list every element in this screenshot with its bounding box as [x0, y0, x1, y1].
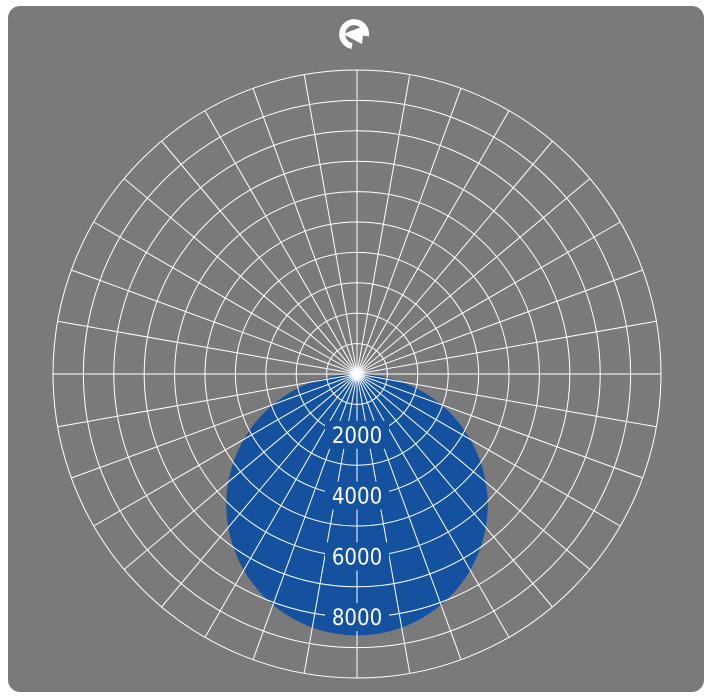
grid-spoke — [71, 269, 358, 375]
radial-tick-label: 8000 — [332, 606, 382, 631]
grid-spoke — [356, 221, 621, 375]
polar-chart-panel: 2000 4000 6000 8000 — [8, 6, 704, 692]
grid-spoke — [356, 373, 510, 638]
grid-spoke — [161, 140, 358, 375]
radial-tick-label-bg — [325, 420, 389, 449]
grid-spoke — [123, 178, 358, 375]
radial-tick-label-bg — [325, 603, 389, 632]
grid-spoke — [356, 320, 657, 375]
grid-spoke — [356, 178, 591, 375]
radial-tick-label: 4000 — [332, 485, 382, 510]
grid-spoke — [356, 74, 411, 375]
grid-spoke — [93, 221, 358, 375]
grid-spoke — [204, 373, 358, 638]
grid-spoke — [93, 373, 358, 527]
grid-spoke — [204, 110, 358, 375]
grid-spoke — [303, 74, 358, 375]
radial-tick-label: 2000 — [332, 424, 382, 449]
grid-spoke — [57, 373, 358, 428]
grid-spoke — [356, 373, 643, 479]
grid-spoke — [356, 373, 621, 527]
polar-chart: 2000 4000 6000 8000 — [8, 6, 704, 692]
rotate-arrow-arc — [339, 19, 370, 49]
grid-spoke — [161, 373, 358, 608]
grid-spoke — [57, 320, 358, 375]
rotate-arrow-icon — [339, 19, 370, 49]
grid-spoke — [356, 373, 657, 428]
grid-spoke — [71, 373, 358, 479]
grid-spoke — [356, 269, 643, 375]
grid-spoke — [123, 373, 358, 570]
grid-spoke — [356, 88, 462, 375]
radial-tick-label-bg — [325, 542, 389, 571]
grid-spoke — [252, 88, 358, 375]
grid-spoke — [356, 373, 553, 608]
grid-spoke — [356, 373, 591, 570]
radial-tick-label-bg — [325, 481, 389, 510]
rotate-arrow-head — [343, 26, 364, 44]
grid-spoke — [356, 140, 553, 375]
grid-spoke — [356, 110, 510, 375]
radial-tick-label: 6000 — [332, 545, 382, 570]
